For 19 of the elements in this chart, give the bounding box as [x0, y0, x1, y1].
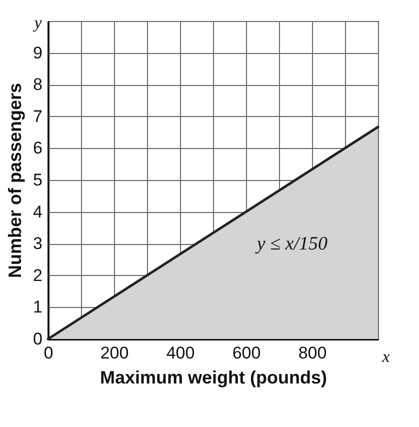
x-tick-label: 800 [298, 344, 327, 362]
y-tick-label: 2 [33, 266, 42, 285]
y-tick-label: 4 [33, 202, 42, 222]
x-axis-title: Maximum weight (pounds) [100, 368, 327, 388]
y-tick-label: 9 [33, 43, 42, 62]
text: x [381, 347, 390, 366]
y-tick-label: 0 [33, 330, 42, 348]
y-tick-label: 6 [33, 138, 42, 158]
y-tick-label: 3 [33, 234, 42, 254]
x-tick-label: 200 [100, 344, 129, 362]
y-tick-label: 5 [33, 170, 42, 190]
y-axis-title: Number of passengers [5, 82, 26, 278]
y-tick-label: 7 [33, 106, 42, 126]
y-tick-label: 1 [33, 298, 42, 317]
x-tick-label: 400 [166, 344, 195, 362]
text: y [32, 13, 42, 32]
annotation: y ≤ x/150 [254, 234, 328, 255]
y-tick-label: 8 [33, 75, 42, 94]
x-tick-label: 600 [232, 344, 261, 362]
